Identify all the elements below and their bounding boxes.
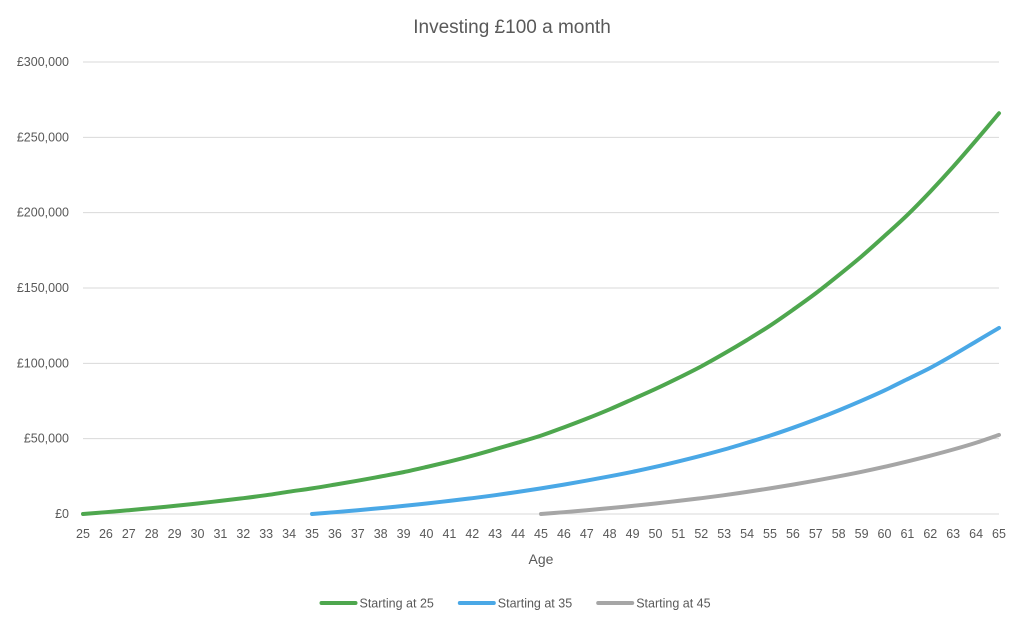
x-tick-label: 35	[305, 527, 319, 541]
x-tick-label: 47	[580, 527, 594, 541]
x-tick-label: 46	[557, 527, 571, 541]
legend-label: Starting at 45	[636, 597, 710, 611]
x-tick-label: 55	[763, 527, 777, 541]
x-tick-label: 34	[282, 527, 296, 541]
series-lines	[81, 111, 1001, 516]
legend-item-3: Starting at 45	[596, 597, 711, 611]
chart-title: Investing £100 a month	[413, 17, 611, 38]
x-tick-label: 57	[809, 527, 823, 541]
x-tick-label: 54	[740, 527, 754, 541]
x-tick-label: 38	[374, 527, 388, 541]
x-tick-label: 33	[259, 527, 273, 541]
x-tick-label: 28	[145, 527, 159, 541]
legend-item-1: Starting at 25	[319, 597, 434, 611]
x-axis-label: Age	[529, 551, 554, 567]
x-tick-label: 29	[168, 527, 182, 541]
y-tick-label: £200,000	[17, 206, 69, 220]
y-tick-label: £0	[55, 507, 69, 521]
series-line-3	[539, 432, 1001, 516]
x-tick-label: 59	[855, 527, 869, 541]
series-line-1	[81, 111, 1001, 516]
x-tick-label: 30	[191, 527, 205, 541]
legend: Starting at 25 Starting at 35 Starting at …	[319, 597, 711, 611]
x-tick-label: 37	[351, 527, 365, 541]
x-tick-label: 52	[694, 527, 708, 541]
y-tick-label: £300,000	[17, 55, 69, 69]
x-tick-label: 39	[397, 527, 411, 541]
x-tick-label: 43	[488, 527, 502, 541]
x-tick-label: 40	[420, 527, 434, 541]
x-tick-label: 49	[626, 527, 640, 541]
legend-item-2: Starting at 35	[457, 597, 572, 611]
x-tick-label: 26	[99, 527, 113, 541]
legend-label: Starting at 25	[360, 597, 434, 611]
x-tick-label: 48	[603, 527, 617, 541]
y-tick-label: £50,000	[24, 432, 69, 446]
x-tick-label: 60	[878, 527, 892, 541]
x-tick-label: 44	[511, 527, 525, 541]
x-tick-label: 53	[717, 527, 731, 541]
x-tick-label: 31	[213, 527, 227, 541]
x-tick-label: 62	[923, 527, 937, 541]
legend-label: Starting at 35	[498, 597, 572, 611]
x-tick-label: 63	[946, 527, 960, 541]
x-tick-label: 32	[236, 527, 250, 541]
x-axis-ticks: 25 26 27 28 29 30 31 32 33 34 35 36 37 38 39 40 41 42 43 44…	[76, 527, 1006, 541]
y-axis-ticks: £0 £50,000 £100,000 £150,000 £200,000 £250,00…	[17, 55, 69, 521]
x-tick-label: 51	[671, 527, 685, 541]
y-tick-label: £150,000	[17, 281, 69, 295]
x-tick-label: 65	[992, 527, 1006, 541]
x-tick-label: 25	[76, 527, 90, 541]
series-line-2	[310, 325, 1001, 516]
x-tick-label: 50	[649, 527, 663, 541]
x-tick-label: 41	[442, 527, 456, 541]
x-tick-label: 36	[328, 527, 342, 541]
x-tick-label: 58	[832, 527, 846, 541]
x-tick-label: 61	[900, 527, 914, 541]
y-tick-label: £100,000	[17, 356, 69, 370]
x-tick-label: 42	[465, 527, 479, 541]
x-tick-label: 64	[969, 527, 983, 541]
gridlines	[83, 61, 999, 515]
x-tick-label: 45	[534, 527, 548, 541]
y-tick-label: £250,000	[17, 130, 69, 144]
x-tick-label: 56	[786, 527, 800, 541]
x-tick-label: 27	[122, 527, 136, 541]
